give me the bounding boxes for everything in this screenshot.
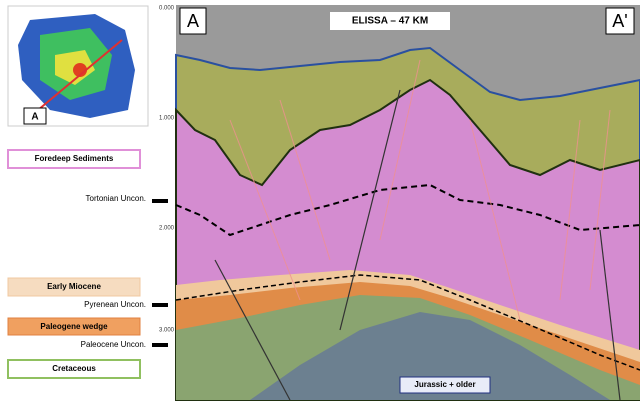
horizon-marker [152,303,168,307]
map-label: A' [128,35,138,46]
legend-label: Early Miocene [47,282,101,291]
section-end-label: A' [612,11,627,31]
bottom-label: Jurassic + older [414,380,475,389]
time-label: 1.000 [159,116,175,122]
horizon-marker [152,199,168,203]
seismic-section: ELISSA – 47 KM A A' Jurassic + older [176,5,640,400]
inset-map: A A' [8,6,148,126]
time-label: 0.000 [159,6,175,12]
legend-label: Tortonian Uncon. [86,194,146,203]
legend-label: Cretaceous [52,364,96,373]
legend-label: Foredeep Sediments [35,154,114,163]
time-label: 3.000 [159,328,175,334]
legend-label: Pyrenean Uncon. [84,300,146,309]
legend-label: Paleocene Uncon. [81,340,146,349]
figure: A A' Foredeep Sediments Tortonian Uncon.… [0,0,640,403]
time-label: 2.000 [159,226,175,232]
legend-label: Paleogene wedge [40,322,108,331]
section-end-label: A [187,11,199,31]
map-label: A [31,112,38,123]
horizon-marker [152,343,168,347]
section-title: ELISSA – 47 KM [352,16,428,27]
